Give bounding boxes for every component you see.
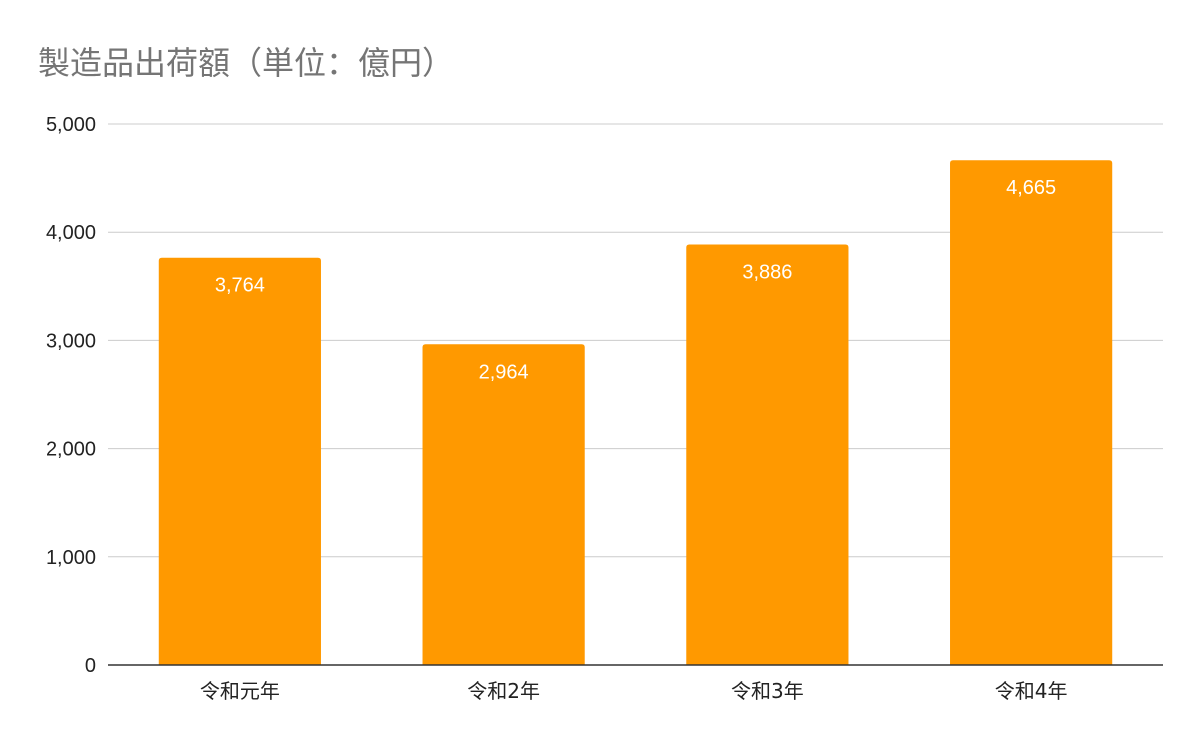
y-tick-label: 2,000 — [46, 439, 96, 461]
y-tick-label: 3,000 — [46, 330, 96, 352]
bar-value-label: 3,886 — [742, 262, 792, 284]
bars — [158, 160, 1113, 666]
bar — [686, 244, 849, 666]
bar-data-labels: 3,764 2,964 3,886 4,665 — [215, 177, 1056, 383]
bar — [158, 257, 321, 665]
y-tick-label: 1,000 — [46, 547, 96, 569]
x-category-label: 令和元年 — [200, 679, 280, 703]
y-tick-label: 0 — [85, 655, 96, 677]
x-category-label: 令和2年 — [467, 679, 540, 703]
bar-value-label: 3,764 — [215, 275, 265, 297]
y-axis-tick-labels: 0 1,000 2,000 3,000 4,000 5,000 — [46, 114, 96, 677]
y-tick-label: 5,000 — [46, 114, 96, 136]
x-category-label: 令和3年 — [731, 679, 804, 703]
bar-value-label: 4,665 — [1006, 177, 1056, 199]
bar — [950, 160, 1113, 665]
x-category-label: 令和4年 — [995, 679, 1068, 703]
bar — [422, 344, 585, 665]
bar-value-label: 2,964 — [479, 361, 529, 383]
chart-title: 製造品出荷額（単位：億円） — [38, 44, 455, 82]
x-axis-category-labels: 令和元年 令和2年 令和3年 令和4年 — [200, 679, 1068, 703]
y-tick-label: 4,000 — [46, 222, 96, 244]
